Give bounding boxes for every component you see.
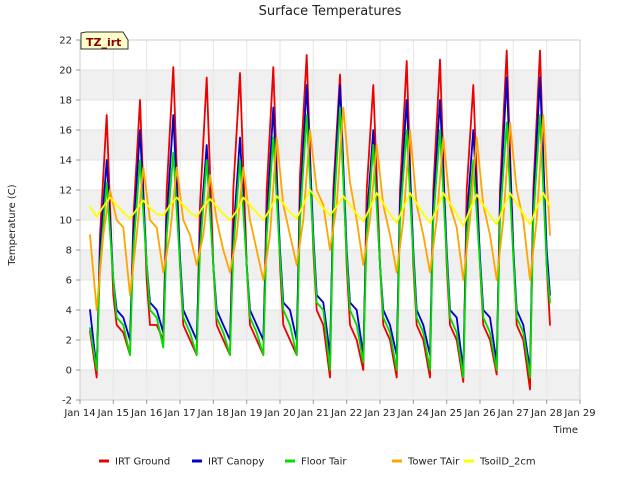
y-tick-label: 6 xyxy=(66,276,72,287)
y-tick-label: 14 xyxy=(59,156,72,167)
y-tick-label: -2 xyxy=(62,396,72,407)
badge-box xyxy=(80,31,129,50)
tz-badge: TZ_irt xyxy=(80,31,129,50)
plot-band xyxy=(80,40,580,70)
legend-label-irt-canopy: IRT Canopy xyxy=(208,457,264,468)
chart-title: Surface Temperatures xyxy=(259,4,402,19)
y-tick-label: 2 xyxy=(66,336,72,347)
legend: IRT Ground IRT Canopy Floor Tair Tower TAir… xyxy=(99,457,536,468)
badge-label: TZ_irt xyxy=(86,36,121,49)
x-tick-label: Jan 24 xyxy=(397,408,429,419)
plot-band xyxy=(80,100,580,130)
x-tick-label: Jan 23 xyxy=(363,408,395,419)
x-tick-label: Jan 25 xyxy=(430,408,462,419)
plot-band xyxy=(80,160,580,190)
y-tick-label: 16 xyxy=(59,126,72,137)
x-tick-label: Jan 20 xyxy=(263,408,295,419)
y-tick-label: 10 xyxy=(59,216,72,227)
x-tick-label: Jan 14 xyxy=(63,408,95,419)
plot-band xyxy=(80,250,580,280)
x-tick-label: Jan 29 xyxy=(563,408,595,419)
y-tick-label: 20 xyxy=(59,66,72,77)
y-tick-label: 8 xyxy=(66,246,72,257)
y-tick-label: 4 xyxy=(66,306,72,317)
legend-label-irt-ground: IRT Ground xyxy=(115,457,170,468)
y-tick-label: 22 xyxy=(59,36,72,47)
y-tick-label: 12 xyxy=(59,186,72,197)
x-tick-label: Jan 18 xyxy=(197,408,229,419)
x-tick-label: Jan 22 xyxy=(330,408,362,419)
y-tick-label: 0 xyxy=(66,366,72,377)
x-tick-label: Jan 16 xyxy=(130,408,162,419)
y-tick-label: 18 xyxy=(59,96,72,107)
y-axis-ticks: -2 0 2 4 6 8 10 12 14 16 18 20 22 xyxy=(59,36,80,407)
x-tick-label: Jan 27 xyxy=(497,408,529,419)
legend-label-tower-tair: Tower TAir xyxy=(407,457,460,468)
plot-band xyxy=(80,280,580,310)
legend-label-floor-tair: Floor Tair xyxy=(301,457,347,468)
series-line-tower-tair xyxy=(89,106,551,311)
x-tick-label: Jan 15 xyxy=(97,408,129,419)
x-axis-title: Time xyxy=(553,425,578,436)
legend-label-tsoild-2cm: TsoilD_2cm xyxy=(479,457,536,468)
plot-band xyxy=(80,130,580,160)
series-layer xyxy=(89,49,551,391)
x-tick-label: Jan 17 xyxy=(163,408,195,419)
plot-band xyxy=(80,70,580,100)
x-tick-label: Jan 28 xyxy=(530,408,562,419)
series-line-tsoild-2cm xyxy=(89,189,551,227)
y-axis-title: Temperature (C) xyxy=(7,184,18,266)
x-tick-label: Jan 19 xyxy=(230,408,262,419)
x-tick-label: Jan 26 xyxy=(463,408,495,419)
x-tick-label: Jan 21 xyxy=(297,408,329,419)
x-axis-ticks: Jan 14 Jan 15 Jan 16 Jan 17 Jan 18 Jan 19 Jan … xyxy=(63,400,596,419)
